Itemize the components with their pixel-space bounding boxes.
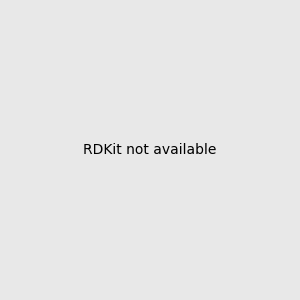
Text: RDKit not available: RDKit not available bbox=[83, 143, 217, 157]
